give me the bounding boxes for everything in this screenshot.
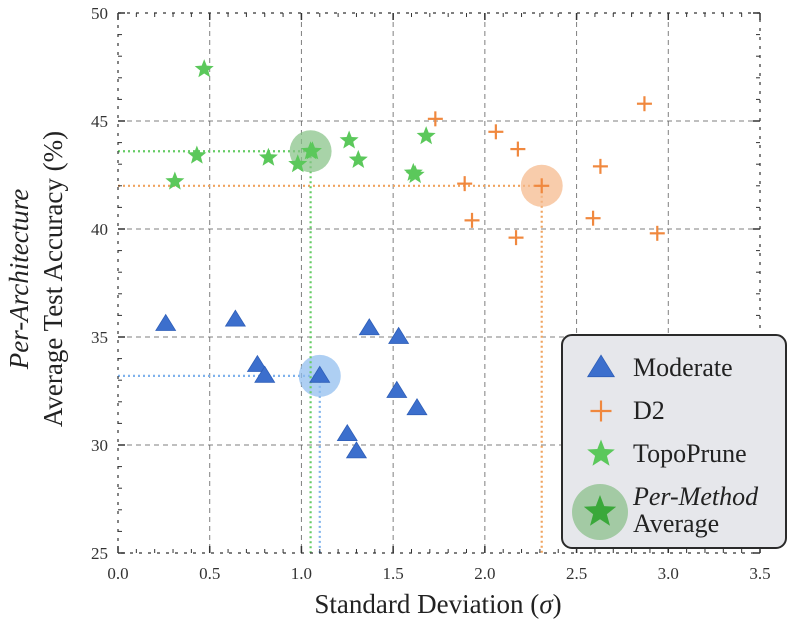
data-points (155, 59, 665, 459)
point-moderate-4 (358, 318, 380, 336)
legend: Moderate D2 TopoPrune Per-Method Average (561, 334, 787, 549)
y-axis-label-line1: Per-Architecture (4, 189, 34, 370)
point-moderate-8 (336, 423, 358, 442)
point-topoprune-3 (258, 147, 278, 166)
point-moderate-5 (388, 326, 410, 344)
mean-marker-topoprune (301, 141, 321, 160)
legend-icon-d2 (590, 400, 612, 422)
point-d2-0 (427, 111, 443, 127)
axis-ticks: 0.0 0.5 1.0 1.5 2.0 2.5 3.0 3.5 25 30 35 40 45 50 (91, 4, 771, 583)
x-tick-label-3: 1.5 (383, 564, 404, 583)
plot-frame (117, 12, 761, 554)
point-d2-4 (592, 158, 608, 174)
x-tick-label-0: 0.0 (107, 564, 128, 583)
legend-label-topoprune: TopoPrune (633, 439, 747, 468)
point-topoprune-2 (165, 171, 185, 190)
point-moderate-1 (224, 309, 246, 327)
legend-label-moderate: Moderate (633, 353, 733, 382)
x-axis-label-symbol: σ (539, 589, 554, 619)
legend-icons (572, 354, 628, 540)
y-tick-label-4: 45 (91, 112, 108, 131)
x-tick-label-5: 2.5 (566, 564, 587, 583)
mean-marker-d2 (534, 178, 550, 194)
point-d2-2 (636, 96, 652, 112)
point-topoprune-1 (187, 145, 207, 164)
point-topoprune-0 (194, 59, 214, 78)
legend-icon-moderate (586, 354, 616, 378)
point-moderate-7 (406, 398, 428, 416)
legend-label-average-line1: Per-Method (632, 482, 759, 511)
legend-icon-topoprune (587, 439, 615, 466)
point-topoprune-8 (416, 126, 436, 145)
point-topoprune-4 (288, 154, 308, 173)
point-d2-5 (457, 176, 473, 192)
point-d2-7 (508, 230, 524, 246)
x-axis-label: Standard Deviation (σ) (314, 589, 561, 619)
legend-label-average-line2: Average (633, 509, 719, 538)
point-d2-9 (649, 225, 665, 241)
point-topoprune-6 (339, 130, 359, 149)
x-tick-label-6: 3.0 (658, 564, 679, 583)
y-tick-label-0: 25 (91, 544, 108, 563)
point-moderate-6 (386, 380, 408, 398)
y-tick-label-3: 40 (91, 220, 108, 239)
point-topoprune-10 (405, 165, 425, 184)
point-d2-6 (464, 212, 480, 228)
y-tick-label-2: 35 (91, 328, 108, 347)
x-tick-label-2: 1.0 (291, 564, 312, 583)
y-tick-label-1: 30 (91, 436, 108, 455)
legend-icon-average-star (583, 495, 617, 526)
plot-border (117, 12, 761, 554)
x-tick-label-4: 2.0 (474, 564, 495, 583)
x-axis-label-suffix: ) (553, 589, 562, 619)
point-moderate-9 (345, 441, 368, 459)
y-tick-label-5: 50 (91, 4, 108, 23)
point-d2-8 (585, 210, 601, 226)
x-tick-label-7: 3.5 (749, 564, 770, 583)
point-moderate-0 (155, 313, 177, 331)
point-moderate-3 (254, 365, 276, 383)
legend-label-d2: D2 (633, 396, 665, 425)
mean-marker-moderate (309, 365, 331, 383)
point-topoprune-7 (348, 149, 368, 168)
x-axis-label-prefix: Standard Deviation ( (314, 589, 539, 619)
point-d2-1 (488, 124, 504, 140)
mean-guide-lines (118, 130, 563, 553)
point-moderate-2 (246, 354, 268, 372)
y-axis-label-line2: Average Test Accuracy (%) (38, 131, 68, 427)
x-tick-label-1: 0.5 (199, 564, 220, 583)
point-d2-3 (510, 141, 526, 157)
